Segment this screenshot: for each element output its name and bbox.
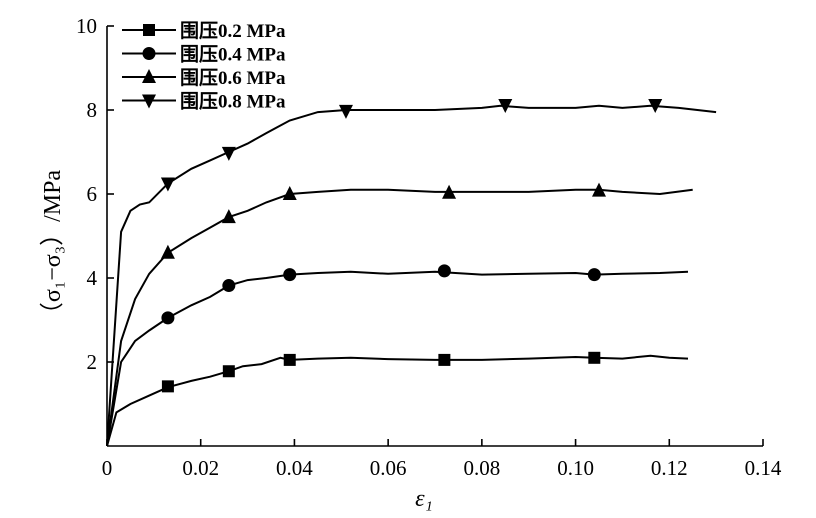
data-point-marker	[221, 146, 236, 161]
legend-marker	[142, 69, 156, 83]
x-axis-label: ε₁	[415, 486, 433, 512]
y-tick-label: 10	[76, 14, 97, 38]
legend-label: 围压0.8 MPa	[180, 91, 286, 113]
series-1	[106, 351, 689, 447]
data-point-marker	[222, 365, 235, 378]
x-tick-label: 0.14	[745, 456, 782, 480]
legend-entry: 围压0.6 MPa	[122, 67, 286, 89]
data-point-marker	[587, 268, 601, 282]
data-point-marker	[648, 98, 663, 113]
data-point-marker	[498, 98, 513, 113]
series-3	[106, 182, 693, 447]
data-point-marker	[160, 244, 175, 259]
series-2	[106, 264, 689, 447]
legend-marker	[143, 24, 155, 36]
legend-label: 围压0.4 MPa	[180, 44, 286, 66]
series-line	[106, 188, 693, 447]
y-tick-label: 2	[87, 350, 98, 374]
legend-entry: 围压0.8 MPa	[122, 91, 286, 113]
series-line	[106, 354, 689, 447]
x-tick-label: 0.10	[557, 456, 594, 480]
legend-marker	[142, 47, 156, 60]
data-point-marker	[438, 353, 451, 366]
x-tick-label: 0.06	[370, 456, 407, 480]
plot-area	[106, 98, 717, 447]
data-point-marker	[442, 184, 457, 199]
legend-label: 围压0.6 MPa	[180, 67, 286, 89]
series-line	[106, 104, 717, 447]
data-point-marker	[161, 380, 174, 393]
legend-entry: 围压0.2 MPa	[122, 20, 286, 42]
y-tick-label: 8	[87, 98, 98, 122]
legend-label: 围压0.2 MPa	[180, 20, 286, 42]
y-axis-label: （σ₁−σ₃）/MPa	[40, 170, 66, 326]
series-line	[106, 270, 689, 447]
x-tick-label: 0	[102, 456, 113, 480]
data-point-marker	[160, 177, 175, 192]
data-point-marker	[588, 351, 601, 364]
data-point-marker	[161, 311, 175, 325]
data-point-marker	[437, 264, 451, 278]
y-tick-label: 4	[87, 266, 98, 290]
data-point-marker	[221, 209, 236, 224]
x-tick-label: 0.12	[651, 456, 688, 480]
axes	[106, 25, 764, 447]
data-point-marker	[222, 279, 236, 293]
data-point-marker	[283, 268, 297, 282]
legend-marker	[142, 94, 156, 109]
data-point-marker	[282, 186, 297, 200]
data-point-marker	[283, 353, 296, 366]
data-point-marker	[338, 104, 353, 119]
x-tick-label: 0.08	[463, 456, 500, 480]
x-tick-label: 0.02	[182, 456, 219, 480]
tick-labels: 0 0.02 0.04 0.06 0.08 0.10 0.12 0.14 2 4 6 8 10	[76, 14, 782, 480]
data-point-marker	[592, 182, 606, 197]
y-tick-label: 6	[87, 182, 98, 206]
x-tick-label: 0.04	[276, 456, 313, 480]
series-4	[106, 98, 717, 447]
legend-entry: 围压0.4 MPa	[122, 44, 286, 66]
